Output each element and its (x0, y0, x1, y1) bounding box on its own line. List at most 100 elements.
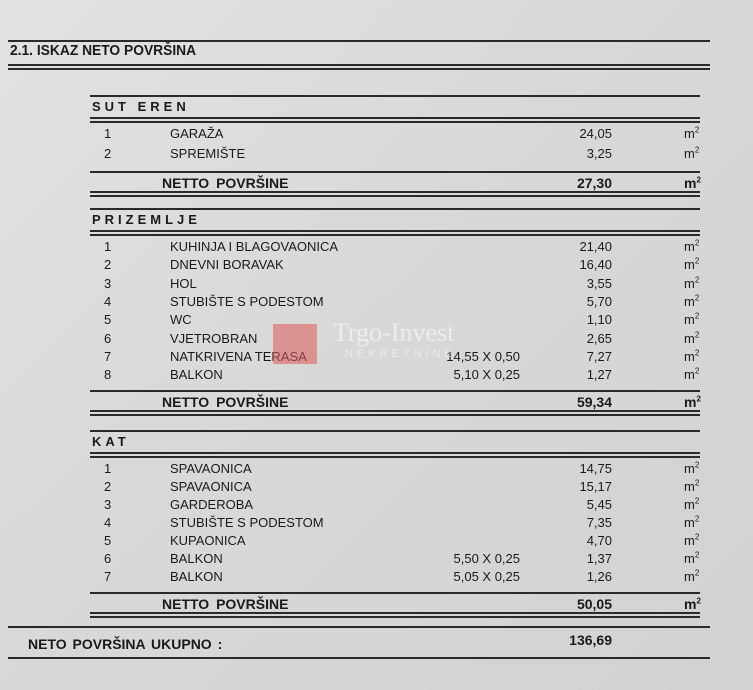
net-value: 27,30 (576, 175, 612, 191)
room-dimensions: 14,55 X 0,50 (446, 348, 520, 364)
divider (90, 592, 700, 594)
row-number: 4 (104, 515, 112, 530)
unit: m2 (684, 478, 700, 494)
divider (8, 657, 710, 659)
divider (90, 171, 700, 173)
row-number: 6 (104, 330, 112, 346)
room-dimensions: 5,05 X 0,25 (453, 569, 521, 584)
table-row: 6 BALKON 5,50 X 0,25 1,37 m2 (90, 550, 700, 568)
table-row: 8 BALKON 5,10 X 0,25 1,27 m2 (90, 366, 700, 384)
row-number: 3 (104, 497, 112, 512)
room-name: SPAVAONICA (170, 461, 252, 476)
row-number: 3 (104, 275, 112, 291)
net-label: NETTO POVRŠINE (162, 394, 289, 411)
divider (90, 95, 700, 97)
room-name: SPREMIŠTE (170, 146, 246, 161)
table-row: 4 STUBIŠTE S PODESTOM 5,70 m2 (90, 293, 700, 311)
net-label: NETTO POVRŠINE (162, 596, 289, 612)
section-label: KAT (92, 434, 130, 449)
room-area: 21,40 (579, 239, 612, 254)
room-name: STUBIŠTE S PODESTOM (170, 293, 324, 309)
room-area: 1,26 (586, 569, 612, 584)
table-row: 2 SPAVAONICA 15,17 m2 (90, 478, 700, 496)
net-label: NETTO POVRŠINE (162, 175, 289, 191)
room-area: 1,37 (586, 551, 612, 566)
unit: m2 (684, 550, 700, 566)
room-area: 5,45 (586, 497, 612, 512)
room-name: VJETROBRAN (170, 330, 258, 346)
room-area: 24,05 (579, 126, 612, 141)
unit: m2 (684, 311, 700, 328)
unit: m2 (684, 145, 700, 161)
room-name: BALKON (170, 551, 223, 566)
row-number: 7 (104, 348, 112, 364)
section-label: PRIZEMLJE (92, 212, 201, 227)
net-area-row: NETTO POVRŠINE 50,05 m2 (90, 596, 701, 614)
room-area: 4,70 (586, 533, 612, 548)
room-area: 3,25 (586, 146, 612, 161)
table-row: 2 SPREMIŠTE 3,25 m2 (90, 145, 700, 163)
room-area: 1,10 (586, 312, 612, 328)
unit: m2 (684, 394, 701, 411)
unit: m2 (684, 125, 700, 141)
table-row: 2 DNEVNI BORAVAK 16,40 m2 (90, 256, 700, 274)
room-name: KUPAONICA (170, 533, 246, 548)
row-number: 1 (104, 239, 112, 254)
room-area: 14,75 (579, 461, 612, 476)
room-name: SPAVAONICA (170, 479, 252, 494)
unit: m2 (684, 596, 701, 612)
table-row: 5 KUPAONICA 4,70 m2 (90, 532, 700, 550)
row-number: 1 (104, 461, 112, 476)
page-title: 2.1. ISKAZ NETO POVRŠINA (10, 42, 197, 59)
divider (90, 612, 700, 618)
net-area-row: NETTO POVRŠINE 27,30 m2 (90, 175, 701, 193)
room-name: DNEVNI BORAVAK (170, 257, 284, 273)
table-row: 3 HOL 3,55 m2 (90, 275, 700, 293)
room-area: 7,27 (586, 348, 612, 364)
row-number: 2 (104, 146, 112, 161)
unit: m2 (684, 366, 700, 383)
room-area: 16,40 (579, 257, 612, 273)
section-label: SUT EREN (92, 99, 190, 114)
row-number: 2 (104, 479, 112, 494)
table-row: 1 KUHINJA I BLAGOVAONICA 21,40 m2 (90, 238, 700, 256)
room-name: STUBIŠTE S PODESTOM (170, 515, 324, 530)
room-area: 1,27 (586, 367, 612, 383)
table-row: 1 GARAŽA 24,05 m2 (90, 125, 700, 143)
room-area: 5,70 (586, 293, 612, 309)
unit: m2 (684, 293, 700, 309)
net-value: 59,34 (576, 394, 612, 411)
table-row: 5 WC 1,10 m2 (90, 311, 700, 329)
unit: m2 (684, 348, 700, 364)
unit: m2 (684, 175, 701, 191)
room-name: KUHINJA I BLAGOVAONICA (170, 239, 339, 254)
divider (8, 626, 710, 628)
row-number: 5 (104, 533, 112, 548)
room-dimensions: 5,10 X 0,25 (453, 367, 521, 383)
unit: m2 (684, 238, 700, 254)
row-number: 6 (104, 551, 112, 566)
divider (90, 390, 700, 393)
divider (90, 208, 700, 210)
divider (90, 230, 700, 236)
unit: m2 (684, 496, 700, 512)
table-row: 3 GARDEROBA 5,45 m2 (90, 496, 700, 514)
watermark-logo-icon (273, 324, 317, 364)
room-area: 7,35 (586, 515, 612, 530)
total-label: NETO POVRŠINA UKUPNO : (28, 636, 223, 652)
row-number: 8 (104, 367, 112, 383)
unit: m2 (684, 532, 700, 548)
net-value: 50,05 (576, 596, 612, 612)
net-area-row: NETTO POVRŠINE 59,34 m2 (90, 394, 701, 412)
room-name: BALKON (170, 569, 223, 584)
room-area: 3,55 (586, 275, 612, 291)
row-number: 1 (104, 126, 112, 141)
unit: m2 (684, 568, 700, 584)
table-row: 6 VJETROBRAN 2,65 m2 (90, 330, 700, 348)
row-number: 2 (104, 257, 112, 273)
unit: m2 (684, 275, 700, 291)
row-number: 5 (104, 312, 112, 328)
watermark-subtext: NEKRETNINE (345, 348, 456, 360)
room-name: GARAŽA (170, 126, 224, 141)
